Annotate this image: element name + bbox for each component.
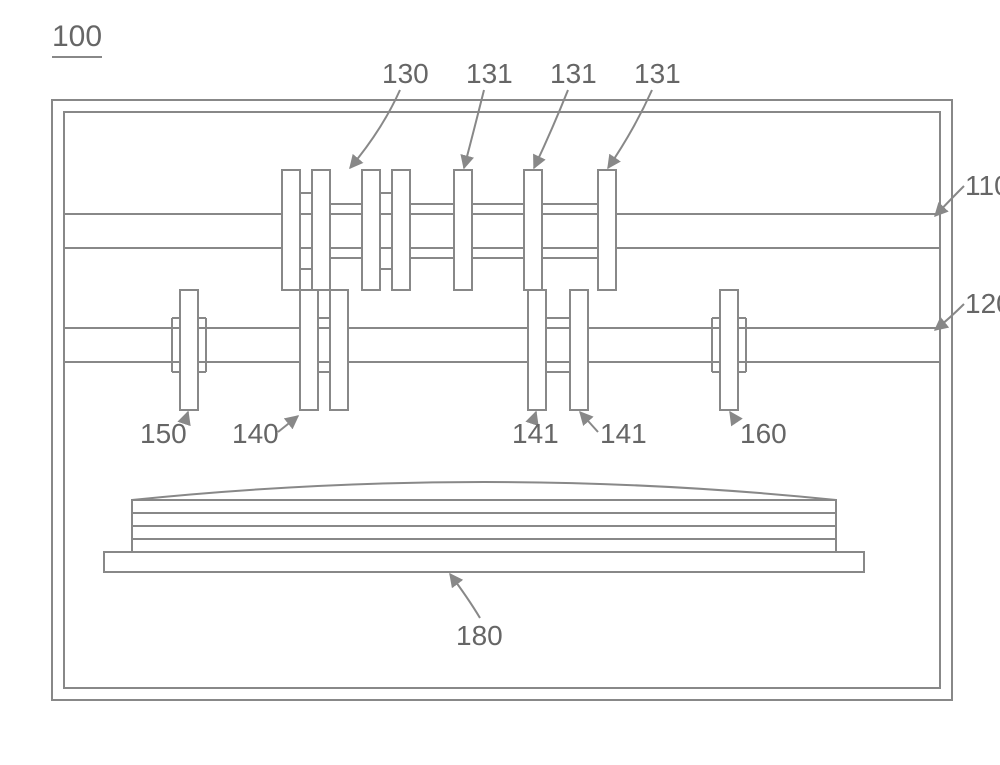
label-131-a: 131	[466, 60, 513, 88]
label-141-a: 141	[512, 420, 559, 448]
diagram-stage: 100 110 120 130 131 131 131 150 140 141 …	[0, 0, 1000, 765]
label-150: 150	[140, 420, 187, 448]
label-160: 160	[740, 420, 787, 448]
label-141-b: 141	[600, 420, 647, 448]
label-131-c: 131	[634, 60, 681, 88]
label-131-b: 131	[550, 60, 597, 88]
label-120: 120	[965, 290, 1000, 318]
label-110: 110	[965, 172, 1000, 200]
figure-number: 100	[52, 20, 102, 58]
label-140: 140	[232, 420, 279, 448]
label-130: 130	[382, 60, 429, 88]
label-180: 180	[456, 622, 503, 650]
